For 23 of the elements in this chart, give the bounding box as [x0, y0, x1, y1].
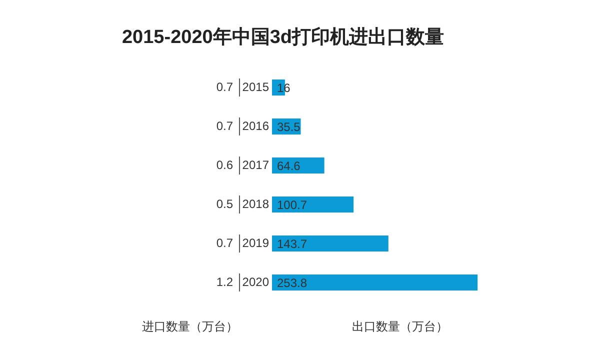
text: 进口数量（万台） [142, 319, 238, 334]
y-tick-label: 2017 [242, 158, 270, 172]
data-label: 64.6 [277, 158, 301, 173]
text: 1.2 [216, 274, 234, 289]
chart-title: 2015-2020年中国3d打印机进出口数量 [122, 26, 444, 48]
y-tick-label: 2016 [242, 118, 270, 133]
bar [272, 274, 478, 290]
bar [272, 236, 388, 252]
data-label: 100.7 [277, 198, 308, 212]
y-tick-label: 2015 [242, 80, 270, 94]
bar [272, 196, 354, 212]
data-label: 143.7 [277, 236, 308, 251]
text: 出口数量（万台） [352, 319, 448, 334]
text: 0.7 [216, 236, 234, 250]
text: 0.6 [216, 158, 234, 172]
data-label: 253.8 [277, 276, 308, 290]
y-tick-label: 2018 [242, 196, 270, 211]
y-tick-label: 2019 [242, 236, 270, 250]
text: 0.5 [216, 196, 234, 211]
text: 0.7 [216, 118, 234, 133]
data-label: 35.5 [277, 120, 301, 134]
text: 0.7 [216, 80, 234, 94]
y-tick-label: 2020 [242, 274, 270, 289]
